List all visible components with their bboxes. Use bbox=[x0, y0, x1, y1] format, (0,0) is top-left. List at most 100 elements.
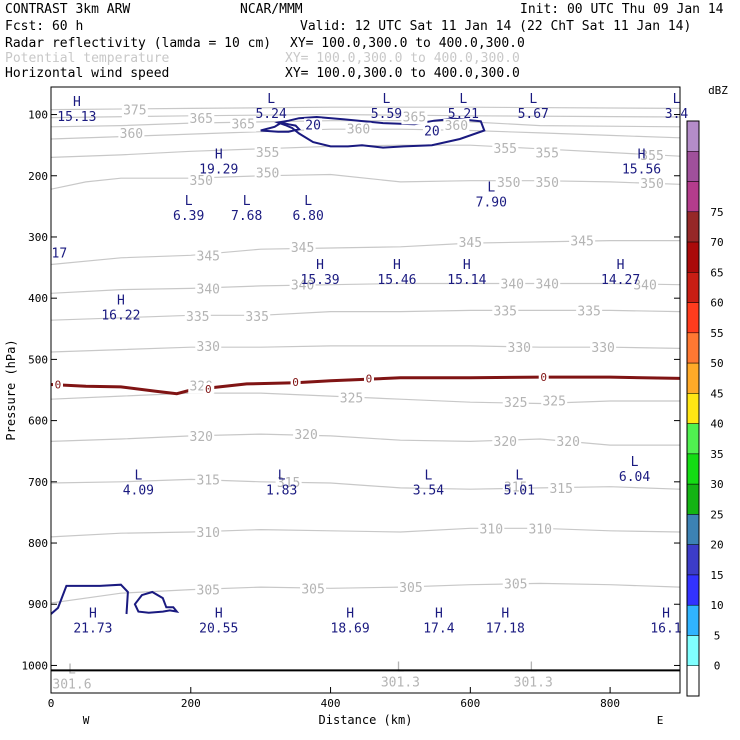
y-tick-label: 500 bbox=[28, 353, 48, 366]
x-axis-label: Distance (km) bbox=[319, 713, 413, 727]
theta-label-335: 335 bbox=[245, 310, 268, 325]
theta-label-bg bbox=[590, 341, 617, 356]
theta-label-bg bbox=[534, 277, 561, 292]
theta-label-325: 325 bbox=[504, 396, 527, 411]
theta-label-345: 345 bbox=[459, 236, 482, 251]
theta-label-320: 320 bbox=[294, 428, 317, 443]
wind-marker-L: L bbox=[267, 92, 275, 107]
theta-label-bg bbox=[534, 146, 561, 161]
wind-marker-value: 3.54 bbox=[413, 483, 444, 498]
x-tick-label: 800 bbox=[600, 697, 620, 710]
theta-label-355: 355 bbox=[640, 149, 663, 164]
theta-label-bg bbox=[244, 309, 271, 324]
theta-contour-305 bbox=[51, 582, 680, 604]
header: CONTRAST 3km ARW NCAR/MMM Init: 00 UTC T… bbox=[0, 0, 740, 82]
colorbar-swatch bbox=[686, 453, 700, 485]
theta-label-345: 345 bbox=[570, 235, 593, 250]
wind-marker-H: H bbox=[463, 258, 471, 273]
y-tick-label: 400 bbox=[28, 292, 48, 305]
org-label: NCAR/MMM bbox=[240, 2, 303, 17]
theta-label-375: 375 bbox=[123, 104, 146, 119]
colorbar-level-25: 25 bbox=[710, 508, 723, 521]
wind-marker-H: H bbox=[89, 607, 97, 622]
theta-label-bg bbox=[534, 175, 561, 190]
theta-label-bg bbox=[492, 142, 519, 157]
theta-label-350: 350 bbox=[256, 167, 279, 182]
wind-marker-value: 15.56 bbox=[622, 163, 661, 178]
wind-marker-value: 4.09 bbox=[123, 483, 154, 498]
colorbar-level-15: 15 bbox=[710, 569, 723, 582]
wind-marker-value: 5.67 bbox=[518, 107, 549, 122]
theta-label-bg bbox=[293, 428, 320, 443]
theta-label-320: 320 bbox=[190, 430, 213, 445]
theta-marker-value: 301.6 bbox=[52, 677, 91, 692]
theta-label-320: 320 bbox=[556, 435, 579, 450]
wind-marker-L: L bbox=[304, 194, 312, 209]
field-2-xy: XY= 100.0,300.0 to 400.0,300.0 bbox=[285, 51, 520, 66]
wind-marker-H: H bbox=[501, 607, 509, 622]
wind-marker-value: 5.59 bbox=[371, 107, 402, 122]
colorbar-level-10: 10 bbox=[710, 599, 723, 612]
theta-label-bg bbox=[184, 309, 211, 324]
theta-label-350: 350 bbox=[190, 174, 213, 189]
theta-label-330: 330 bbox=[591, 341, 614, 356]
theta-contour-350 bbox=[51, 173, 680, 190]
wind-marker-L: L bbox=[673, 92, 681, 107]
colorbar-swatch bbox=[686, 665, 700, 697]
x-end-label-east: E bbox=[657, 714, 664, 727]
wind-marker-value: 6.39 bbox=[173, 209, 204, 224]
colorbar-level-40: 40 bbox=[710, 418, 723, 431]
colorbar-swatch bbox=[686, 574, 700, 606]
theta-label-bg bbox=[195, 526, 222, 541]
wind-marker-value: 1.83 bbox=[266, 483, 297, 498]
theta-label-310: 310 bbox=[528, 522, 551, 537]
theta-label-310: 310 bbox=[197, 526, 220, 541]
theta-marker-value: 301.3 bbox=[381, 676, 420, 691]
theta-label-bg bbox=[300, 582, 327, 597]
wind-marker-value: 18.69 bbox=[331, 622, 370, 637]
reflectivity-label-0: 0 bbox=[540, 371, 547, 384]
colorbar-level-65: 65 bbox=[710, 266, 723, 279]
y-tick-label: 100 bbox=[28, 109, 48, 122]
theta-label-315: 315 bbox=[277, 476, 300, 491]
colorbar-swatch bbox=[686, 483, 700, 515]
theta-label-340: 340 bbox=[633, 279, 656, 294]
wind-marker-value: 6.04 bbox=[619, 470, 650, 485]
colorbar-level-50: 50 bbox=[710, 357, 723, 370]
valid-label: Valid: 12 UTC Sat 11 Jan 14 (22 ChT Sat … bbox=[300, 19, 692, 34]
theta-label-320: 320 bbox=[494, 435, 517, 450]
wind-label-20: 20 bbox=[305, 118, 321, 133]
theta-label-bg bbox=[495, 175, 522, 190]
wind-contour-3 bbox=[51, 583, 129, 615]
wind-marker-value: 20.55 bbox=[199, 622, 238, 637]
y-tick-label: 300 bbox=[28, 231, 48, 244]
colorbar-swatch bbox=[686, 272, 700, 303]
theta-label-bg bbox=[397, 581, 424, 596]
wind-marker-H: H bbox=[215, 148, 223, 163]
wind-marker-L: L bbox=[185, 194, 193, 209]
theta-label-310: 310 bbox=[480, 522, 503, 537]
theta-label-bg bbox=[118, 126, 145, 141]
theta-label-bg bbox=[502, 577, 529, 592]
theta-label-bg bbox=[492, 304, 519, 319]
wind-marker-L: L bbox=[134, 468, 142, 483]
theta-label-bg bbox=[195, 282, 222, 297]
init-label: Init: 00 UTC Thu 09 Jan 14 bbox=[520, 2, 724, 17]
theta-label-bg bbox=[289, 278, 316, 293]
wind-marker-L: L bbox=[631, 455, 639, 470]
theta-label-345: 345 bbox=[291, 241, 314, 256]
theta-label-330: 330 bbox=[508, 341, 531, 356]
theta-label-bg bbox=[401, 110, 428, 125]
theta-label-305: 305 bbox=[399, 581, 422, 596]
theta-label-360: 360 bbox=[120, 127, 143, 142]
reflectivity-label-0: 0 bbox=[292, 376, 299, 389]
theta-label-315: 315 bbox=[549, 482, 572, 497]
theta-label-bg bbox=[195, 249, 222, 264]
theta-marker-L: L bbox=[529, 661, 537, 676]
theta-label-335: 335 bbox=[186, 310, 209, 325]
theta-label-bg bbox=[492, 434, 519, 449]
wind-marker-value: 6.80 bbox=[293, 209, 324, 224]
colorbar-level-30: 30 bbox=[710, 478, 723, 491]
wind-marker-value: 5.24 bbox=[255, 107, 286, 122]
x-tick-label: 0 bbox=[48, 697, 55, 710]
